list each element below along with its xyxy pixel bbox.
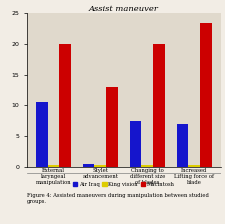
Title: Assist maneuver: Assist maneuver: [89, 5, 159, 13]
Bar: [141, 165, 153, 167]
Bar: [59, 44, 71, 167]
Bar: [200, 23, 212, 167]
Bar: [130, 121, 141, 167]
Bar: [36, 102, 47, 167]
Bar: [188, 165, 200, 167]
Bar: [153, 44, 165, 167]
Bar: [94, 165, 106, 167]
Legend: Air Iraq, King vision, Macintosh: Air Iraq, King vision, Macintosh: [72, 181, 176, 188]
Bar: [83, 164, 94, 167]
Bar: [47, 165, 59, 167]
Text: Figure 4: Assisted maneuvers during manipulation between studied
groups.: Figure 4: Assisted maneuvers during mani…: [27, 193, 209, 205]
Bar: [177, 124, 188, 167]
Bar: [106, 87, 118, 167]
